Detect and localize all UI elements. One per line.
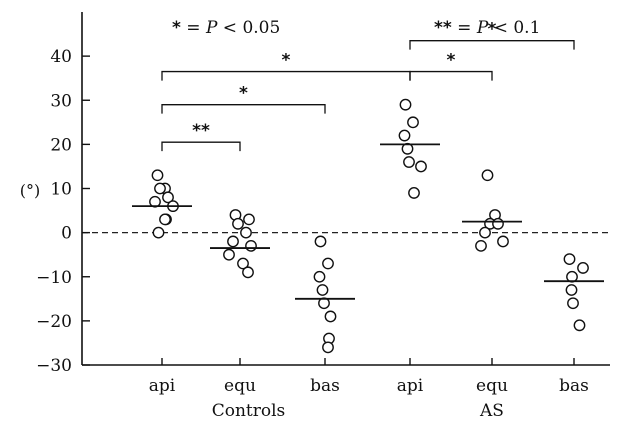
data-point bbox=[243, 213, 255, 226]
legend-p005-rest: < 0.05 bbox=[217, 18, 280, 38]
significance-brackets: **** ** bbox=[161, 20, 575, 152]
significance-bracket bbox=[161, 104, 326, 114]
data-point bbox=[563, 253, 576, 266]
data-point bbox=[223, 248, 235, 261]
significance-label: * bbox=[488, 20, 497, 40]
legend-p01-rest: < 0.1 bbox=[488, 18, 540, 38]
data-point bbox=[398, 129, 411, 142]
data-point bbox=[314, 235, 327, 248]
significance-label: * bbox=[282, 51, 291, 71]
data-point bbox=[151, 169, 164, 182]
legend-p005-stars: * bbox=[172, 18, 181, 38]
data-point bbox=[408, 187, 420, 199]
significance-bracket bbox=[409, 40, 575, 50]
data-point bbox=[227, 235, 239, 248]
data-point bbox=[162, 191, 174, 204]
data-point bbox=[481, 169, 494, 182]
significance-bracket bbox=[409, 70, 493, 81]
y-tick-label: 10 bbox=[50, 180, 72, 200]
data-point bbox=[322, 257, 334, 270]
legend-p005-p: P bbox=[205, 18, 218, 38]
y-tick-label: 40 bbox=[50, 47, 72, 67]
legend-p01-p: P bbox=[476, 18, 489, 38]
x-tick-label: api bbox=[149, 376, 176, 396]
x-tick-label: equ bbox=[224, 376, 256, 396]
y-tick-label: 20 bbox=[50, 135, 72, 155]
significance-label: * bbox=[447, 51, 456, 71]
significance-label: ** bbox=[192, 121, 210, 141]
data-point bbox=[577, 262, 589, 274]
data-point bbox=[154, 182, 166, 195]
group-label: AS bbox=[479, 401, 504, 421]
significance-label: * bbox=[239, 84, 248, 104]
data-point bbox=[479, 226, 491, 239]
y-tick-label: 0 bbox=[61, 224, 72, 244]
y-tick-label: −10 bbox=[36, 268, 72, 288]
data-point bbox=[399, 98, 412, 111]
data-point bbox=[565, 284, 578, 296]
data-point bbox=[242, 266, 254, 279]
significance-bracket bbox=[161, 141, 241, 152]
x-tick-label: api bbox=[397, 376, 424, 396]
legend-p01-stars: ** bbox=[434, 18, 452, 38]
data-point bbox=[240, 226, 252, 239]
legend-p005: * = P < 0.05 bbox=[172, 18, 280, 38]
data-point bbox=[232, 217, 244, 230]
data-point bbox=[322, 341, 334, 354]
legend-p01-eq: = bbox=[452, 18, 477, 38]
data-point bbox=[159, 213, 171, 226]
group-label: Controls bbox=[212, 401, 286, 421]
data-point bbox=[245, 239, 257, 252]
data-point bbox=[492, 217, 504, 230]
x-tick-label: equ bbox=[476, 376, 508, 396]
legend-p005-eq: = bbox=[181, 18, 206, 38]
y-tick-label: 30 bbox=[50, 91, 72, 111]
data-point bbox=[237, 257, 249, 270]
data-point bbox=[152, 226, 165, 239]
x-tick-label: bas bbox=[310, 376, 340, 396]
legend-p01: ** = P < 0.1 bbox=[434, 18, 540, 38]
data-point bbox=[573, 319, 586, 332]
y-axis-label: (°) bbox=[20, 181, 40, 200]
data-point bbox=[324, 310, 337, 323]
data-point bbox=[403, 156, 415, 168]
y-tick-label: −20 bbox=[36, 312, 72, 332]
y-tick-label: −30 bbox=[36, 356, 72, 376]
data-points bbox=[149, 98, 589, 354]
group-means bbox=[132, 143, 604, 300]
data-point bbox=[415, 160, 427, 173]
data-point bbox=[475, 239, 487, 252]
y-axis: −30 −20 −10 0 10 20 30 40 bbox=[36, 47, 90, 376]
x-tick-label: bas bbox=[559, 376, 589, 396]
data-point bbox=[567, 297, 579, 310]
significance-bracket bbox=[161, 70, 411, 81]
data-point bbox=[313, 270, 326, 283]
x-axis: api equ bas api equ bas Controls AS bbox=[149, 358, 589, 421]
data-point bbox=[497, 235, 509, 248]
data-point bbox=[407, 116, 419, 129]
data-point bbox=[316, 284, 329, 296]
